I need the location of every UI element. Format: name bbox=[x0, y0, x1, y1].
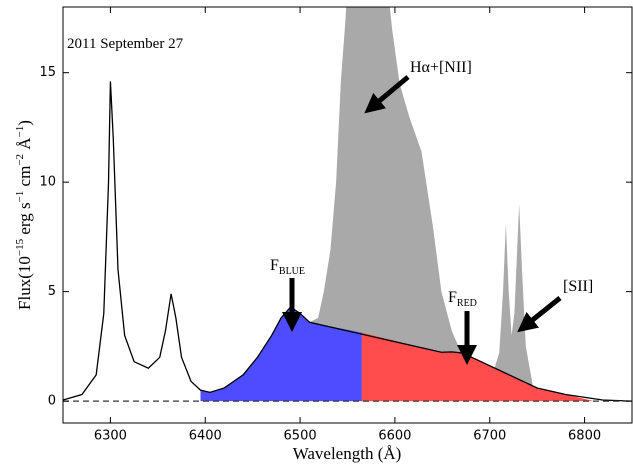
plot-area bbox=[63, 7, 632, 402]
arrows bbox=[282, 75, 562, 365]
annotation-text: F bbox=[270, 257, 279, 274]
y-tick-label: 10 bbox=[39, 175, 56, 190]
y-tick-label: 5 bbox=[48, 284, 56, 299]
x-tick-label: 6600 bbox=[378, 429, 411, 444]
y-axis-label-part: erg s bbox=[15, 202, 34, 239]
y-tick-label: 15 bbox=[39, 65, 56, 80]
x-tick-label: 6400 bbox=[189, 429, 222, 444]
y-axis-label-part: −1 bbox=[14, 191, 26, 203]
x-tick-label: 6800 bbox=[568, 429, 601, 444]
annotation: 2011 September 27 bbox=[67, 36, 184, 52]
area bbox=[200, 306, 362, 402]
annotation: Hα+[NII] bbox=[410, 59, 472, 76]
arrow bbox=[364, 75, 410, 114]
annotation-text: Hα+[NII] bbox=[410, 59, 472, 76]
annotation: FRED bbox=[448, 289, 477, 309]
x-tick-label: 6700 bbox=[473, 429, 506, 444]
y-axis-label-part: Å bbox=[15, 137, 34, 154]
annotation-text: 2011 September 27 bbox=[67, 36, 184, 52]
annotation-text: F bbox=[448, 289, 457, 306]
annotation: FBLUE bbox=[270, 257, 305, 277]
plot-frame bbox=[62, 6, 633, 424]
y-axis-label-part: −1 bbox=[14, 126, 26, 138]
area bbox=[485, 204, 533, 402]
annotation: [SII] bbox=[563, 278, 593, 295]
y-axis-label-part: −15 bbox=[14, 238, 26, 256]
arrow bbox=[517, 296, 562, 333]
annotation-subscript: RED bbox=[457, 298, 477, 309]
y-axis-label-part: Flux(10 bbox=[15, 256, 34, 310]
y-axis-label-part: −2 bbox=[14, 154, 26, 166]
x-tick-label: 6500 bbox=[284, 429, 317, 444]
area bbox=[309, 7, 462, 402]
x-axis-label: Wavelength (Å) bbox=[293, 444, 402, 463]
y-tick-label: 0 bbox=[48, 394, 56, 409]
y-axis-label-part: cm bbox=[15, 166, 34, 191]
annotation-text: [SII] bbox=[563, 278, 593, 295]
x-tick-label: 6300 bbox=[94, 429, 127, 444]
annotation-subscript: BLUE bbox=[279, 266, 305, 277]
y-axis-label: Flux(10−15 erg s−1 cm−2 Å−1) bbox=[14, 120, 34, 310]
area bbox=[361, 332, 595, 402]
y-axis-label-part: ) bbox=[15, 120, 34, 126]
spectrum-line bbox=[63, 81, 632, 402]
